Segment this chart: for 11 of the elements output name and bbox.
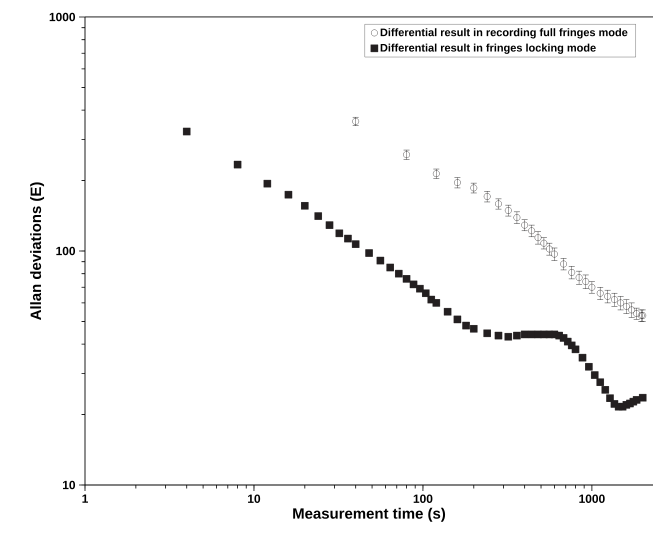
x-axis-title: Measurement time (s) — [293, 508, 446, 522]
y-tick-label: 100 — [56, 246, 76, 256]
y-tick-label: 1000 — [50, 12, 76, 22]
x-tick-label: 10 — [248, 494, 260, 503]
x-tick-label: 100 — [414, 494, 432, 503]
legend-label: Differential result in recording full fringes mode — [380, 28, 628, 38]
x-tick-label: 1 — [82, 494, 88, 503]
x-tick-label: 1000 — [579, 494, 605, 503]
y-axis-title: Allan deviations (E) — [30, 182, 44, 320]
legend-label: Differential result in fringes locking mode — [380, 44, 596, 54]
y-tick-label: 10 — [62, 480, 76, 490]
